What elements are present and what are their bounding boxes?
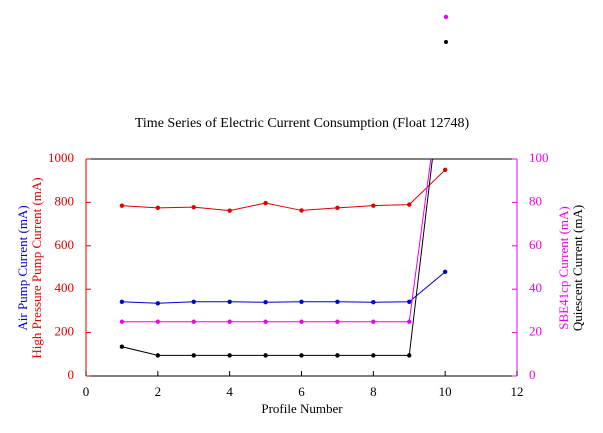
data-point [119,299,125,304]
y2-axis-label: SBE41cp Current (mA) [556,206,571,329]
data-point [263,319,268,324]
y2-tick-label: 40 [529,280,542,295]
y2-tick-label: 100 [529,150,549,165]
data-point [407,202,412,207]
series-line [121,159,433,356]
data-point [407,319,412,324]
data-point [263,300,268,305]
y-tick-label: 800 [55,193,75,208]
legend-marker [444,40,448,44]
series-line [121,159,432,323]
data-point [442,167,448,173]
data-point [227,319,232,324]
data-point [119,203,125,208]
data-point [227,208,232,213]
data-point [119,319,125,324]
data-point [191,353,196,358]
data-point [299,299,304,304]
data-point [155,301,161,306]
data-point [299,353,304,358]
y-axis-label: High Pressure Pump Current (mA) [29,177,44,358]
data-point [407,299,412,304]
y-tick-label: 200 [55,324,75,339]
series-line [121,169,446,212]
data-point [299,208,304,213]
x-tick-label: 12 [511,384,524,399]
x-tick-label: 0 [83,384,90,399]
data-point [155,205,161,211]
x-tick-label: 2 [155,384,162,399]
y2-tick-label: 0 [529,367,536,382]
data-point [443,48,447,52]
x-tick-label: 10 [439,384,452,399]
x-tick-label: 8 [370,384,377,399]
data-point [119,344,125,349]
y2-tick-label: 20 [529,324,542,339]
data-point [191,204,196,210]
data-point [371,300,376,305]
data-point [371,319,376,324]
data-point [407,353,412,358]
legend-marker [443,14,449,20]
y-tick-label: 400 [55,280,75,295]
y-axis-label: Air Pump Current (mA) [15,205,30,330]
x-tick-label: 6 [298,384,305,399]
data-point [191,299,196,304]
x-axis-label: Profile Number [261,401,343,416]
y-tick-label: 600 [55,237,75,252]
data-point [443,48,447,52]
y-tick-label: 0 [68,367,75,382]
data-point [442,269,448,275]
chart-title: Time Series of Electric Current Consumpt… [135,116,470,131]
data-point [335,353,340,358]
x-tick-label: 4 [226,384,233,399]
y2-tick-label: 60 [529,237,542,252]
data-point [263,200,268,206]
plot-area [119,48,448,358]
data-point [371,353,376,358]
data-point [155,319,161,324]
series-line [121,271,446,304]
data-point [191,319,196,324]
y-tick-label: 1000 [48,150,74,165]
y2-tick-label: 80 [529,193,542,208]
data-point [335,299,340,304]
data-point [299,319,304,324]
data-point [335,205,340,211]
data-point [371,203,376,208]
data-point [155,353,161,358]
data-point [227,353,232,358]
data-point [227,299,232,304]
data-point [263,353,268,358]
data-point [335,319,340,324]
y2-axis-label: Quiescent Current (mA) [570,205,585,331]
